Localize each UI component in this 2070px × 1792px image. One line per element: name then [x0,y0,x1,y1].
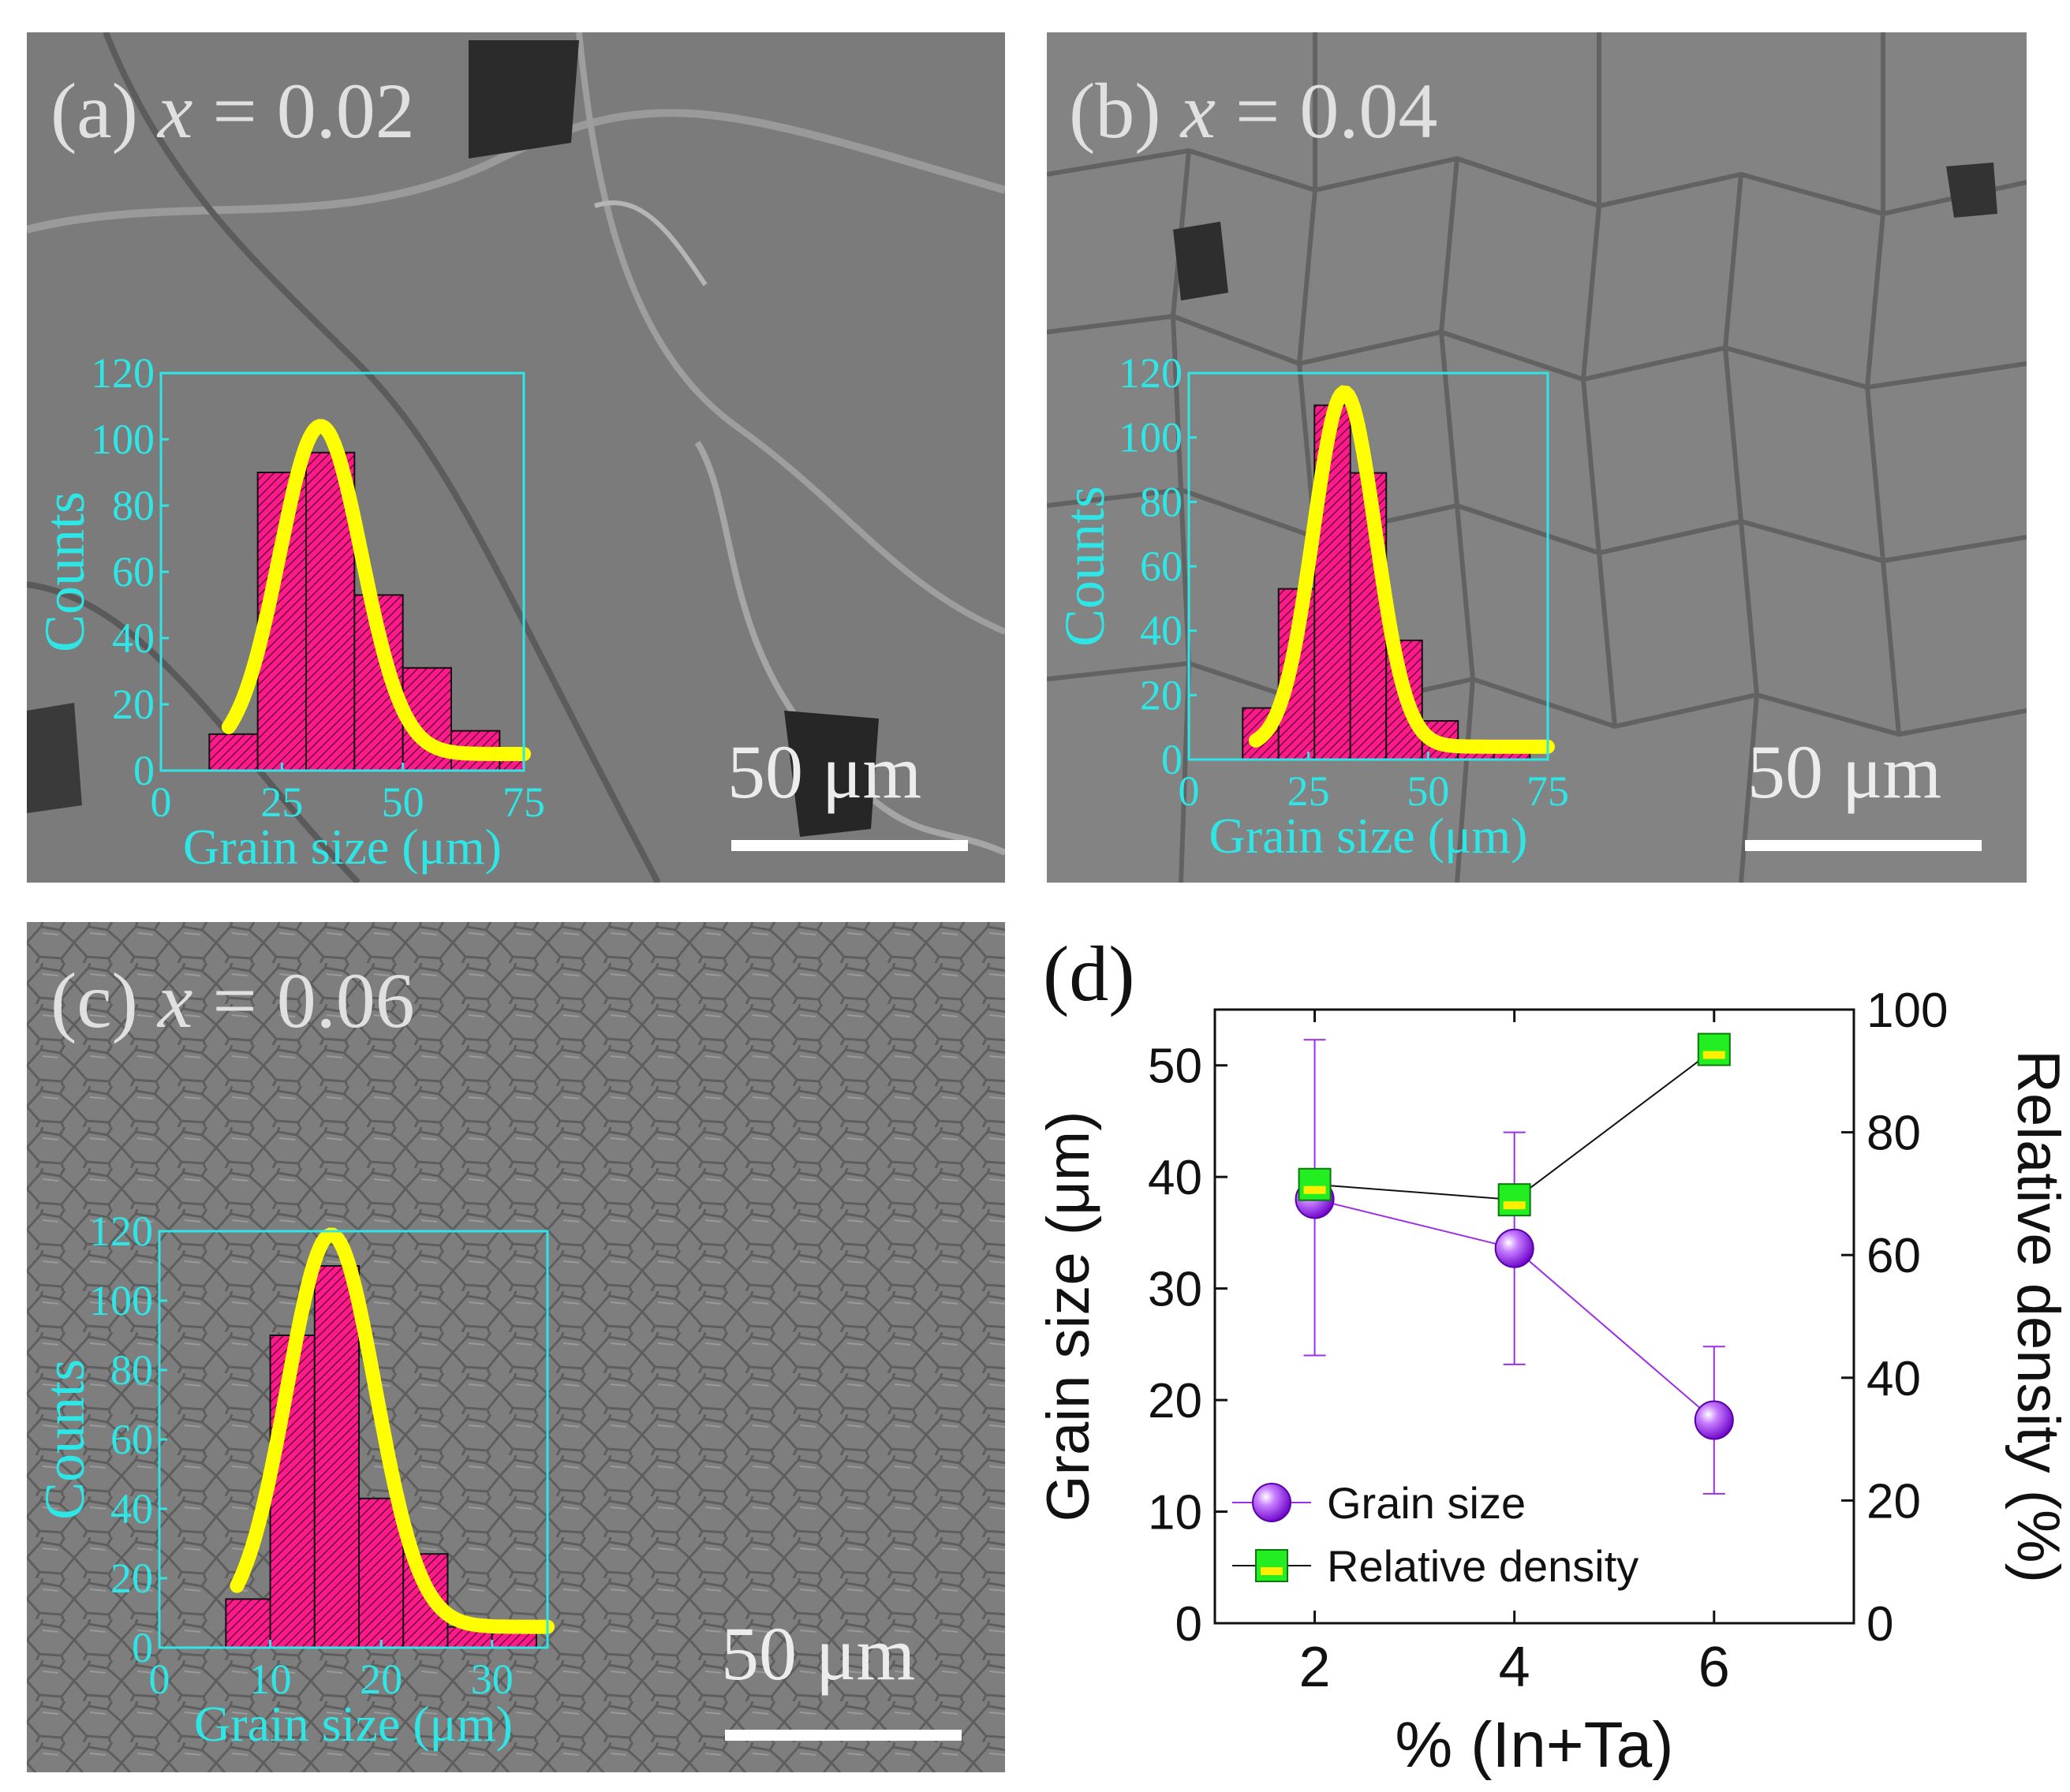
y-tick-label: 100 [91,416,155,463]
y-tick-label: 0 [133,747,155,794]
panel-label-a: (a) x = 0.02 [50,67,415,155]
x-tick-label: 0 [1179,767,1200,815]
y-tick-label: 80 [112,482,155,529]
histogram-bar [208,733,259,771]
y-tick-label: 80 [110,1346,153,1394]
y2-tick-label: 80 [1866,1107,1921,1161]
scale-bar-label-b: 50 μm [1747,730,1942,814]
x-tick-label: 0 [151,778,172,826]
panel-label-d: (d) [1043,930,1135,1017]
sem-micrograph-a [27,32,1005,883]
relative-density-point [1697,1032,1731,1066]
y-tick-label: 20 [112,681,155,728]
x-tick-label: 10 [249,1656,292,1703]
y-tick-label: 0 [1161,736,1183,783]
y2-axis-title: Relative density (%) [2005,1050,2070,1583]
x-tick-label: 25 [260,778,303,826]
inset-x-axis-title: Grain size (μm) [194,1696,513,1752]
relative-density-point [1497,1183,1531,1217]
plot-frame [1213,1008,1855,1625]
scale-bar-a [731,840,968,851]
inset-y-axis-title: Counts [33,1359,96,1520]
x-tick-label: 4 [1499,1636,1530,1699]
y-tick-label: 20 [110,1555,153,1602]
x-tick-label: 2 [1299,1636,1331,1699]
gaussian-fit-curve [221,419,531,761]
x-tick-label: 20 [360,1656,402,1703]
y2-tick-label: 20 [1866,1474,1921,1529]
scale-bar-label-c: 50 μm [721,1611,916,1696]
y-tick-label: 40 [1148,1151,1202,1205]
scale-bar-c [725,1730,962,1741]
y-tick-label: 100 [1119,414,1183,461]
y-axis-title: Grain size (μm) [1035,1111,1102,1522]
x-axis-title: % (In+Ta) [1395,1709,1673,1781]
y-tick-label: 60 [110,1416,153,1463]
inset-histogram-a: 0 25 50 75 0 20 40 60 80 100 120 Grain size (μm) Cou… [33,349,545,875]
inset-x-axis-title: Grain size (μm) [1209,808,1528,864]
x-tick-label: 6 [1698,1636,1730,1699]
sem-panel-a: (a) x = 0.02 50 μm 0 25 50 75 0 20 40 60 80 100 12… [27,32,1005,883]
histogram-bar [313,1265,361,1648]
relative-density-point [1298,1167,1332,1201]
y-tick-label: 30 [1148,1263,1202,1317]
sem-panel-b: (b) x = 0.04 50 μm 0 25 50 75 0 20 40 60 80 100 12… [1047,32,2027,883]
legend-density-marker [1255,1549,1288,1582]
grain-size-point [1694,1400,1734,1440]
y-tick-label: 0 [132,1624,153,1671]
y2-tick-label: 0 [1866,1597,1893,1652]
x-tick-label: 25 [1287,767,1330,815]
panel-label-c: (c) x = 0.06 [50,957,415,1044]
inset-histogram-c: 0 10 20 30 0 20 40 60 80 100 120 Grain size (μm) Cou… [33,1208,555,1752]
gaussian-fit-curve [230,1227,555,1634]
scale-bar-b [1745,840,1982,851]
y-tick-label: 100 [89,1277,153,1324]
y-tick-label: 120 [1119,349,1183,397]
histogram-bar [225,1598,271,1649]
y-tick-label: 10 [1148,1486,1202,1540]
y-tick-label: 50 [1148,1040,1202,1094]
x-tick-label: 0 [149,1656,170,1703]
grain-size-point [1494,1228,1534,1268]
y-tick-label: 20 [1148,1374,1202,1428]
inset-y-axis-title: Counts [1053,486,1116,647]
y-tick-label: 40 [112,614,155,662]
y-tick-label: 20 [1140,671,1183,719]
y-tick-label: 60 [112,548,155,595]
legend-grain-label: Grain size [1327,1478,1526,1528]
x-tick-label: 50 [382,778,424,826]
legend-density-label: Relative density [1327,1541,1638,1591]
y-tick-label: 120 [91,349,155,397]
x-tick-label: 75 [503,778,545,826]
sem-panel-c: (c) x = 0.06 50 μm 0 10 20 30 0 20 40 60 80 100 12… [27,922,1005,1772]
inset-histogram-b: 0 25 50 75 0 20 40 60 80 100 120 Grain size (μm) Cou… [1053,349,1569,864]
y2-tick-label: 40 [1866,1352,1921,1406]
y-tick-label: 0 [1175,1597,1202,1652]
scale-bar-label-a: 50 μm [727,730,922,814]
y-tick-label: 120 [89,1208,153,1255]
x-tick-label: 50 [1407,767,1449,815]
y-tick-label: 80 [1140,478,1183,525]
y-tick-label: 40 [1140,607,1183,655]
y2-tick-label: 60 [1866,1229,1921,1283]
inset-y-axis-title: Counts [33,491,96,652]
x-tick-label: 75 [1526,767,1569,815]
gaussian-fit-curve [1248,385,1555,754]
x-tick-label: 30 [471,1656,514,1703]
y2-tick-label: 100 [1866,984,1948,1038]
panel-label-b: (b) x = 0.04 [1069,67,1438,155]
inset-x-axis-title: Grain size (μm) [183,819,502,875]
y-tick-label: 40 [110,1485,153,1533]
legend-grain-marker [1252,1483,1291,1522]
y-tick-label: 60 [1140,543,1183,590]
